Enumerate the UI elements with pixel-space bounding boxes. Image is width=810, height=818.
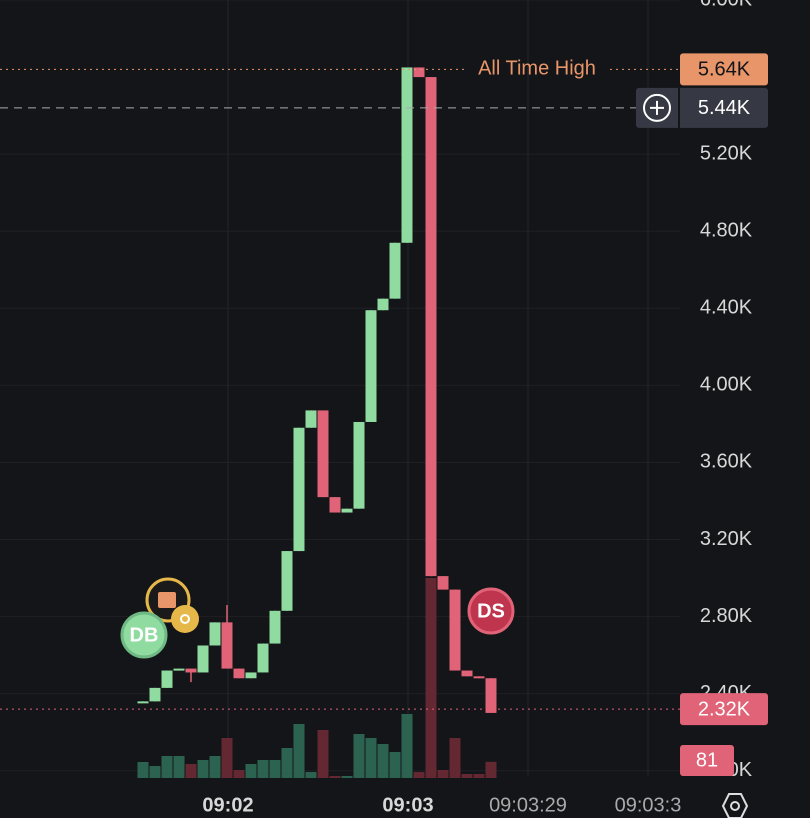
- volume-bar: [341, 776, 353, 778]
- volume-bar: [365, 738, 377, 778]
- volume-bar: [473, 774, 485, 778]
- settings-icon[interactable]: [721, 793, 749, 818]
- event-icon-sub-dot: [180, 614, 190, 624]
- volume-bar: [389, 752, 401, 778]
- volume-bar: [221, 738, 233, 778]
- volume-bar: [173, 756, 185, 778]
- candle-body: [305, 410, 317, 428]
- candle-body: [329, 497, 341, 513]
- candle-body: [377, 298, 389, 311]
- volume-bar: [485, 761, 497, 778]
- candle-body: [449, 589, 461, 671]
- x-tick-label: 09:03:29: [489, 794, 567, 816]
- volume-bar: [149, 766, 161, 778]
- volume-bar: [317, 730, 329, 778]
- volume-bar: [401, 714, 413, 778]
- axis: 6.00K 5.20K 4.80K 4.40K 4.00K 3.60K 3.20K 2.80K…: [0, 0, 768, 816]
- volume-bar: [137, 762, 149, 778]
- volume-badge: [680, 745, 734, 776]
- volume-bar: [305, 772, 317, 778]
- current-price-label: 5.44K: [698, 97, 751, 119]
- candle-body: [425, 77, 437, 577]
- candle-body: [293, 427, 305, 552]
- y-tick-label: 4.00K: [700, 374, 753, 396]
- last-price-badge: [680, 693, 768, 726]
- volume-bar: [377, 744, 389, 778]
- add-button-plus[interactable]: [650, 100, 664, 115]
- volume-bar: [413, 772, 425, 778]
- trade-marker[interactable]: [467, 587, 515, 635]
- y-tick-label: 3.20K: [700, 528, 753, 550]
- volume-bar: [293, 724, 305, 778]
- volume-bar: [269, 760, 281, 778]
- candle-body: [269, 610, 281, 644]
- candle-body: [209, 622, 221, 646]
- y-tick-label: 4.40K: [700, 297, 753, 319]
- volume-bar: [257, 760, 269, 778]
- volume-bar: [245, 764, 257, 778]
- trade-marker[interactable]: [120, 611, 168, 659]
- candle-body: [233, 668, 245, 679]
- volume-bar: [437, 770, 449, 778]
- candle-body: [161, 670, 173, 688]
- candle-body: [245, 672, 257, 679]
- x-tick-label: 09:03:3: [615, 794, 682, 816]
- candle-body: [473, 676, 485, 679]
- ath-label: All Time High: [478, 58, 596, 80]
- candle-body: [149, 687, 161, 702]
- trade-marker-label: DS: [477, 600, 505, 622]
- candle-body: [137, 701, 149, 704]
- candle-body: [413, 67, 425, 78]
- candle-body: [317, 410, 329, 498]
- event-icon[interactable]: [145, 577, 199, 633]
- volume-bar: [233, 770, 245, 778]
- volume-bar: [209, 756, 221, 778]
- trade-marker-label: DB: [130, 624, 159, 646]
- candle-body: [485, 678, 497, 713]
- y-tick-label: 5.20K: [700, 142, 753, 164]
- volume-bar: [197, 760, 209, 778]
- y-tick-label: 4.80K: [700, 220, 753, 242]
- candle-body: [221, 622, 233, 669]
- ath-badge: [680, 53, 768, 86]
- y-tick-label: 6.00K: [700, 0, 753, 10]
- volume-bar: [353, 734, 365, 778]
- volume-bar: [281, 748, 293, 778]
- volume-bar: [425, 578, 437, 778]
- candle-body: [173, 668, 185, 671]
- volume-bar: [449, 738, 461, 778]
- volume-badge-label: 81: [696, 749, 718, 771]
- candle-body: [461, 670, 473, 677]
- candle-body: [353, 421, 365, 509]
- candle-body: [197, 645, 209, 673]
- ath-badge-label: 5.64K: [698, 59, 751, 81]
- candle-body: [185, 668, 197, 673]
- last-price-label: 2.32K: [698, 698, 751, 720]
- event-icon-glyph: [158, 592, 176, 608]
- add-button-bg[interactable]: [636, 87, 768, 128]
- x-tick-label: 09:02: [202, 794, 253, 816]
- candle-body: [281, 551, 293, 611]
- candle-body: [341, 508, 353, 513]
- candle-body: [365, 310, 377, 422]
- candle-body: [401, 67, 413, 243]
- event-icon-sub: [171, 605, 199, 633]
- candle-body: [257, 643, 269, 673]
- y-tick-label: 2.80K: [700, 605, 753, 627]
- volume-bar: [329, 776, 341, 778]
- candle-body: [389, 242, 401, 299]
- y-tick-label: 3.60K: [700, 451, 753, 473]
- volume-bar: [161, 756, 173, 778]
- volume-bar: [185, 764, 197, 778]
- candle-body: [437, 576, 449, 590]
- add-button[interactable]: [643, 93, 671, 122]
- plot: [137, 67, 497, 778]
- x-tick-label: 09:03: [382, 794, 433, 816]
- volume-bar: [461, 774, 473, 778]
